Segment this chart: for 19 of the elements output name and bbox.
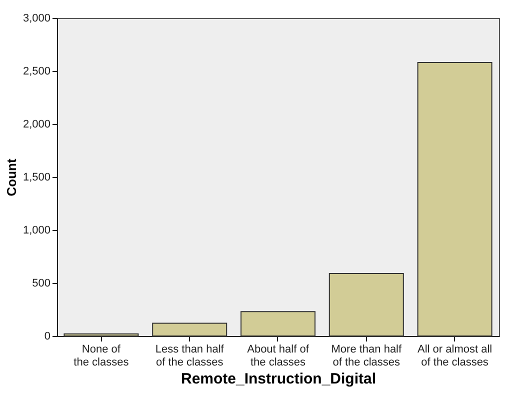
y-tick-label: 500: [32, 278, 50, 290]
y-tick-label: 2,000: [22, 118, 50, 130]
y-axis-title: Count: [4, 158, 19, 196]
x-tick-label: All or almost all of the classes: [418, 344, 492, 368]
x-axis-title: Remote_Instruction_Digital: [180, 370, 376, 388]
bar: [152, 322, 228, 336]
y-tick-label: 0: [44, 330, 50, 342]
y-tick-label: 2,500: [22, 66, 50, 78]
y-tick-label: 1,000: [22, 224, 50, 236]
bar: [328, 272, 404, 336]
x-tick-label: About half of the classes: [247, 344, 310, 368]
bar: [64, 333, 139, 336]
x-tick-label: More than half of the classes: [331, 344, 402, 368]
x-tick-label: None of the classes: [74, 344, 130, 368]
y-tick-label: 1,500: [22, 172, 50, 184]
bar: [417, 62, 492, 336]
bar: [240, 311, 316, 336]
x-tick-label: Less than half of the classes: [155, 344, 225, 368]
y-tick-label: 3,000: [22, 12, 50, 24]
